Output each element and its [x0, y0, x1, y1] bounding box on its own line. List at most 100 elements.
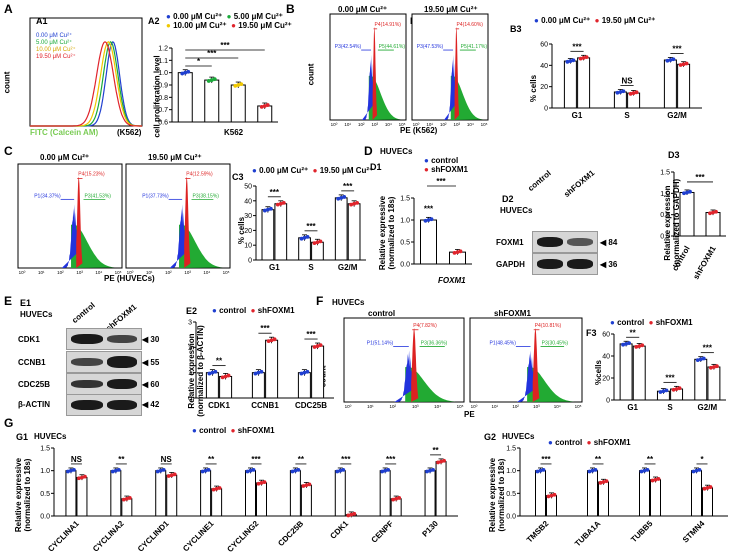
A2-ytick-label: 1.0	[158, 70, 168, 77]
E2-sig-label: **	[216, 357, 223, 366]
panel-label-d: D	[364, 144, 373, 158]
A2-ytick-label: 0.7	[158, 107, 168, 114]
G2-point	[598, 480, 603, 485]
G1-category-label: P130	[420, 519, 440, 539]
G2-point	[702, 486, 707, 491]
f1-frame	[343, 317, 465, 403]
E2-point	[207, 371, 212, 376]
D3-ytick-label: 1.0	[660, 191, 670, 198]
e1-kda-bactin: ◀ 42	[142, 400, 160, 409]
e1-kda-ccnb1: ◀ 55	[142, 358, 160, 367]
F3-sig-label: **	[630, 328, 637, 337]
a1-histogram-line	[30, 41, 142, 127]
F3-bar	[694, 358, 708, 401]
a1-legend-item-5: 5.00 μM Cu²⁺	[36, 40, 73, 46]
E2-sig-label: ***	[306, 330, 316, 339]
G2-point	[552, 492, 557, 497]
A2-point	[265, 103, 270, 107]
e1-blot-ccnb1	[66, 351, 142, 373]
D1-sig-label: ***	[424, 204, 434, 213]
C3-point	[302, 235, 307, 240]
b2-gate-p4-label: P4(14.60%)	[457, 22, 484, 28]
B3-category-label: G2/M	[667, 111, 687, 120]
G1-sig-label: NS	[71, 455, 83, 464]
G2-point	[642, 468, 647, 473]
a1-legend-item-0: 0.00 μM Cu²⁺	[36, 33, 73, 39]
G1-point	[428, 468, 432, 473]
b1-histogram-red	[372, 26, 378, 121]
G1-point	[206, 467, 211, 472]
G1-point	[262, 480, 267, 484]
G1-point	[66, 469, 70, 474]
G1-point	[203, 468, 208, 473]
F3-sig-label: ***	[703, 344, 713, 353]
G2-bar	[598, 481, 609, 517]
a2-sig-label: *	[197, 57, 201, 66]
a2-sig-label: ***	[207, 49, 217, 58]
B3-point	[628, 91, 633, 96]
G1-point	[77, 476, 81, 481]
G1-bar	[200, 470, 212, 517]
G1-sig-label: NS	[161, 455, 173, 464]
E2-point	[315, 344, 320, 348]
G1-ytick-label: 1.5	[40, 446, 50, 453]
G1-point	[301, 484, 306, 488]
f1-tick-label: 10⁵	[457, 404, 464, 409]
B3-point	[618, 90, 623, 94]
d2-huvecs: HUVECs	[500, 206, 533, 215]
D3-point	[685, 190, 689, 195]
c1-tick-label: 10²	[57, 270, 64, 275]
G1-bar	[256, 482, 267, 517]
f1-histogram-red	[411, 328, 419, 402]
b1-tick-label: 10⁰	[331, 122, 338, 127]
A2-point	[209, 78, 214, 82]
G2-sig-label: **	[595, 455, 602, 464]
b1-tick-label: 10⁴	[385, 122, 392, 127]
subpanel-label-d1: D1	[370, 162, 382, 172]
D3-bar	[679, 191, 695, 237]
G1-point	[200, 469, 205, 474]
b2-tick-label: 10⁴	[467, 122, 474, 127]
A2-bar	[177, 72, 193, 123]
e1-blot-bactin	[66, 394, 142, 416]
f2-tick-label: 10⁰	[471, 404, 478, 409]
F3-ytick-label: 20	[602, 376, 610, 383]
C3-sig-label: ***	[270, 188, 280, 197]
F3-point	[674, 387, 679, 391]
F3-point	[677, 386, 682, 391]
G2-point	[593, 467, 598, 472]
b2-frame	[411, 13, 489, 121]
c2-tick-label: 10⁴	[203, 270, 210, 275]
G1-point	[158, 468, 163, 473]
f3-legend-sh: shFOXM1	[655, 318, 693, 327]
G1-point	[436, 460, 440, 465]
c2-gate-p5-label: P3(38.15%)	[193, 193, 220, 199]
e1-row-bactin: β-ACTIN	[18, 400, 50, 409]
B3-bar	[663, 59, 677, 109]
F3-point	[658, 390, 663, 394]
G1-category-label: CENPF	[370, 519, 396, 545]
G1-point	[69, 468, 73, 473]
f1-tick-label: 10⁴	[434, 404, 441, 409]
G2-category-label: TMSB2	[525, 519, 551, 545]
C3-point	[312, 241, 317, 246]
c2-tick-label: 10²	[165, 270, 172, 275]
f2-histogram-red	[532, 328, 540, 402]
B3-ytick-label: 0	[544, 106, 548, 113]
G1-point	[380, 469, 385, 474]
E2-point	[299, 371, 304, 376]
G1-point	[169, 473, 174, 478]
e2-legend-sh: shFOXM1	[257, 306, 295, 315]
B3-point	[571, 58, 576, 63]
G1-ytick-label: 0.5	[40, 491, 50, 498]
G1-bar	[245, 470, 256, 517]
E2-point	[256, 370, 261, 375]
f2-gate-p5-label: P3(30.45%)	[542, 341, 569, 347]
C3-point	[268, 206, 273, 211]
F3-point	[695, 358, 700, 362]
D1-ytick-label: 1.0	[400, 218, 410, 225]
G1-point	[442, 458, 446, 463]
G1-point	[391, 497, 396, 502]
G1-point	[166, 474, 171, 478]
